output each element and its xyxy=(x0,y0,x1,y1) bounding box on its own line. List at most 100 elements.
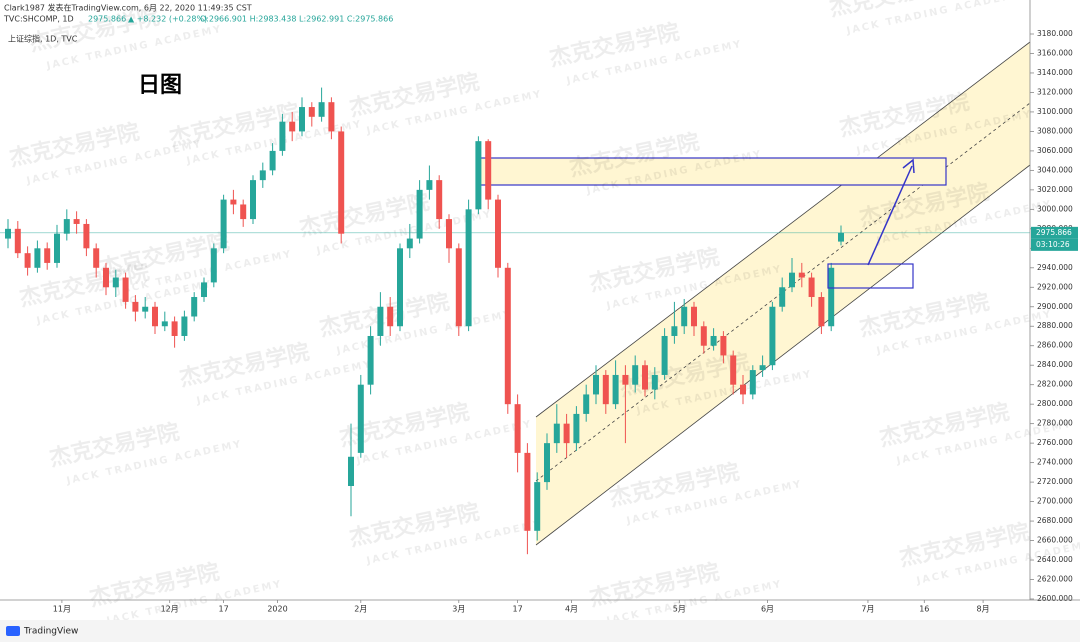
last-price-box xyxy=(1031,226,1078,239)
candle-body xyxy=(299,107,305,132)
candle-body xyxy=(671,326,678,336)
candle-body xyxy=(406,238,413,249)
countdown-label: 03:10:26 xyxy=(1036,240,1070,249)
footer-brand: TradingView xyxy=(23,627,78,637)
resistance-box xyxy=(479,157,947,186)
y-tick-label: 2840.000 xyxy=(1037,360,1073,369)
annotation: 日图 xyxy=(138,73,182,98)
candle-body xyxy=(14,228,21,254)
y-tick-label: 2820.000 xyxy=(1037,380,1073,389)
channel-mid xyxy=(535,102,1031,482)
candle-body xyxy=(710,335,717,346)
candle-body xyxy=(152,306,158,327)
x-tick-label: 17 xyxy=(219,605,229,614)
candle-body xyxy=(504,267,511,405)
candle-body xyxy=(661,335,668,375)
candle-body xyxy=(426,180,433,190)
x-tick-label: 6月 xyxy=(761,605,774,614)
channel-lower xyxy=(535,164,1031,546)
y-tick-label: 2620.000 xyxy=(1037,575,1073,584)
x-tick-label: 8月 xyxy=(977,605,990,614)
y-tick-label: 3080.000 xyxy=(1037,126,1073,135)
candle-body xyxy=(642,365,648,390)
candle-body xyxy=(387,306,394,327)
candle-body xyxy=(122,277,129,302)
y-tick-label: 2940.000 xyxy=(1037,263,1073,272)
candle-body xyxy=(622,374,629,385)
candle-body xyxy=(553,423,560,444)
x-tick-label: 12月 xyxy=(161,605,179,614)
candle-body xyxy=(789,272,795,288)
candle-body xyxy=(573,413,580,444)
candle-body xyxy=(465,209,472,327)
candle-body xyxy=(749,370,756,395)
candle-body xyxy=(583,394,590,414)
candle-body xyxy=(210,248,217,283)
candle-body xyxy=(720,335,727,356)
candle-body xyxy=(191,297,198,317)
candle-body xyxy=(201,282,207,298)
candle-body xyxy=(563,423,570,444)
y-tick-label: 2660.000 xyxy=(1037,536,1073,545)
candle-body xyxy=(161,321,168,327)
candle-body xyxy=(691,306,697,327)
candle-body xyxy=(544,443,550,483)
candle-body xyxy=(93,248,100,268)
candle-body xyxy=(308,107,315,117)
candle-body xyxy=(740,384,746,395)
x-tick-label: 17 xyxy=(513,605,523,614)
y-tick-label: 2900.000 xyxy=(1037,302,1073,311)
y-tick-label: 3060.000 xyxy=(1037,146,1073,155)
candle-body xyxy=(328,102,335,132)
y-tick-label: 2640.000 xyxy=(1037,555,1073,564)
y-tick-label: 2700.000 xyxy=(1037,497,1073,506)
last-price: 2975.866 xyxy=(88,15,126,24)
y-tick-label: 2920.000 xyxy=(1037,282,1073,291)
candle-body xyxy=(142,306,149,312)
candle-body xyxy=(318,102,325,117)
candle-body xyxy=(367,335,374,385)
y-tick-label: 3140.000 xyxy=(1037,68,1073,77)
candle-body xyxy=(357,384,364,453)
y-tick-label: 3120.000 xyxy=(1037,87,1073,96)
candle-body xyxy=(700,326,707,346)
candle-body xyxy=(63,219,70,234)
y-tick-label: 2800.000 xyxy=(1037,399,1073,408)
candle-body xyxy=(250,180,256,220)
candle-body xyxy=(798,272,805,278)
candle-body xyxy=(779,287,786,307)
y-tick-label: 2600.000 xyxy=(1037,594,1073,603)
y-tick-label: 2720.000 xyxy=(1037,477,1073,486)
candle-body xyxy=(54,233,60,263)
x-tick-label: 4月 xyxy=(565,605,578,614)
candle-body xyxy=(103,267,109,288)
arrow-head xyxy=(902,158,915,174)
candle-body xyxy=(377,306,384,336)
y-tick-label: 2780.000 xyxy=(1037,419,1073,428)
candle-body xyxy=(730,355,737,385)
candle-body xyxy=(495,199,501,268)
y-tick-label: 2860.000 xyxy=(1037,341,1073,350)
author-line: Clark1987 发表在TradingView.com, 6月 22, 202… xyxy=(4,3,252,13)
logo xyxy=(6,626,20,636)
y-tick-label: 2880.000 xyxy=(1037,321,1073,330)
countdown-box xyxy=(1031,238,1078,251)
candle-body xyxy=(514,404,521,453)
candle-body xyxy=(651,374,658,390)
y-tick-label: 3040.000 xyxy=(1037,165,1073,174)
x-tick-label: 11月 xyxy=(53,605,71,614)
channel-upper xyxy=(535,41,1031,418)
y-tick-label: 3100.000 xyxy=(1037,107,1073,116)
candle-body xyxy=(818,297,825,327)
candle-body xyxy=(485,141,492,200)
candle-body xyxy=(416,189,423,239)
